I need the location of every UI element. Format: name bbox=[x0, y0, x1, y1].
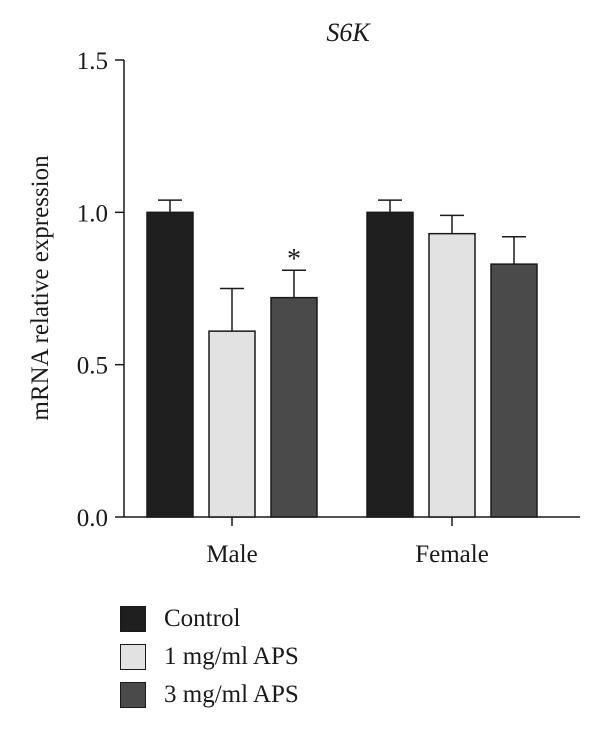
bar bbox=[146, 211, 194, 518]
legend-item-1mg-aps: 1 mg/ml APS bbox=[120, 638, 299, 676]
x-tick-label: Male bbox=[206, 541, 257, 568]
x-tick-label: Female bbox=[415, 541, 489, 568]
legend: Control 1 mg/ml APS 3 mg/ml APS bbox=[120, 600, 299, 714]
bar bbox=[428, 232, 476, 518]
bar bbox=[490, 263, 538, 518]
legend-label-control: Control bbox=[164, 605, 241, 632]
y-tick-label: 0.5 bbox=[77, 353, 108, 380]
bar bbox=[366, 211, 414, 518]
legend-swatch-1mg-aps bbox=[120, 644, 146, 670]
legend-swatch-3mg-aps bbox=[120, 682, 146, 708]
bar bbox=[270, 296, 318, 518]
chart-title: S6K bbox=[326, 18, 371, 47]
chart: S6K mRNA relative expression 0.0 0.5 1.0 1.… bbox=[27, 18, 580, 568]
legend-swatch-control bbox=[120, 606, 146, 632]
legend-label-3mg-aps: 3 mg/ml APS bbox=[164, 681, 299, 708]
plot-area: 0.0 0.5 1.0 1.5 Male * Female bbox=[77, 48, 538, 568]
bar bbox=[208, 330, 256, 518]
legend-item-control: Control bbox=[120, 600, 299, 638]
y-tick-label: 0.0 bbox=[77, 505, 108, 532]
y-tick-label: 1.5 bbox=[77, 48, 108, 75]
significance-marker: * bbox=[287, 244, 301, 275]
y-tick-label: 1.0 bbox=[77, 200, 108, 227]
legend-label-1mg-aps: 1 mg/ml APS bbox=[164, 643, 299, 670]
legend-item-3mg-aps: 3 mg/ml APS bbox=[120, 676, 299, 714]
y-axis-label: mRNA relative expression bbox=[27, 155, 54, 421]
